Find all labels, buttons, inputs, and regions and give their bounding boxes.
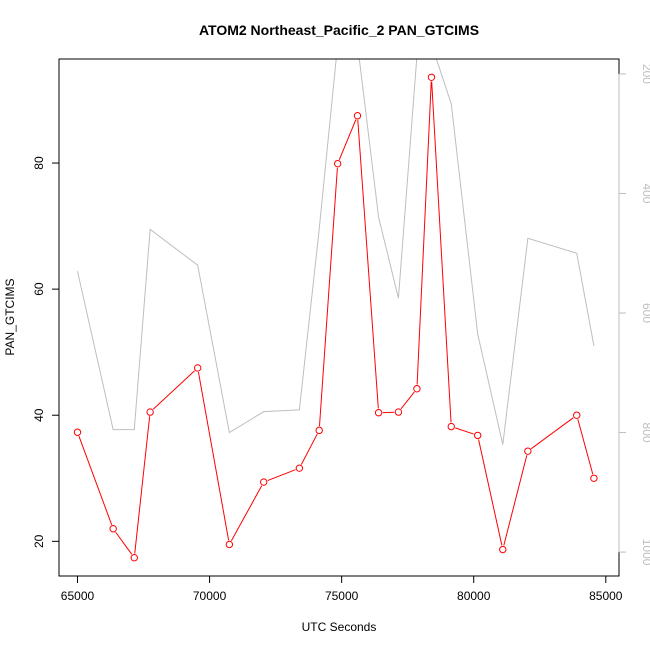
series-1-point xyxy=(295,464,304,472)
series-1-segment xyxy=(503,455,528,546)
series-1-point xyxy=(427,73,436,81)
series-1-point xyxy=(225,540,234,549)
series-1-segment xyxy=(357,119,379,409)
series-2 xyxy=(77,59,595,445)
x-tick-label: 70000 xyxy=(193,589,227,603)
series-1-segment xyxy=(78,436,113,525)
y-tick-label: 20 xyxy=(32,534,46,548)
y2-tick-label: 800 xyxy=(640,423,650,443)
series-1-segment xyxy=(197,371,230,541)
series-1-point xyxy=(353,112,362,120)
series-1-segment xyxy=(318,167,338,427)
series-1 xyxy=(73,73,598,562)
y-tick-label: 60 xyxy=(32,282,46,296)
series-1-segment xyxy=(152,370,195,410)
series-1-segment xyxy=(134,416,151,554)
series-1-point xyxy=(394,408,403,416)
y-axis-left: 20 40 60 80 xyxy=(32,156,60,548)
series-1-segment xyxy=(416,81,432,385)
y-tick-label: 40 xyxy=(32,408,46,422)
series-1-point xyxy=(130,554,138,562)
x-tick-label: 80000 xyxy=(457,589,491,603)
series-1-segment xyxy=(577,419,594,475)
series-1-point xyxy=(374,409,383,417)
x-tick-label: 85000 xyxy=(589,589,623,603)
x-axis: 65000 70000 75000 80000 85000 xyxy=(61,575,623,603)
series-1-segment xyxy=(230,485,263,542)
x-tick-label: 75000 xyxy=(325,589,359,603)
series-1-point xyxy=(447,422,455,431)
y2-tick-label: 400 xyxy=(640,183,650,203)
y2-tick-label: 200 xyxy=(640,64,650,84)
series-2-line xyxy=(77,59,595,445)
series-1-point xyxy=(473,431,482,440)
series-1-point xyxy=(73,428,82,436)
series-1-point xyxy=(146,408,154,416)
series-1-point xyxy=(260,478,268,486)
y-tick-label: 80 xyxy=(32,156,46,170)
y2-tick-label: 1000 xyxy=(640,539,650,566)
y-axis-label: PAN_GTCIMS xyxy=(3,278,17,355)
series-1-point xyxy=(315,426,323,435)
x-tick-label: 65000 xyxy=(61,589,95,603)
y-axis-right: 200 400 600 800 1000 xyxy=(618,64,650,566)
series-1-segment xyxy=(530,417,574,450)
x-axis-label: UTC Seconds xyxy=(302,620,377,634)
series-1-point xyxy=(499,545,507,554)
series-1-segment xyxy=(267,469,296,482)
series-1-point xyxy=(413,385,421,393)
y2-tick-label: 600 xyxy=(640,303,650,323)
series-1-segment xyxy=(300,433,318,465)
series-1-segment xyxy=(338,119,357,160)
series-1-point xyxy=(524,447,532,455)
series-1-segment xyxy=(400,391,415,410)
series-1-segment xyxy=(455,427,474,435)
series-1-point xyxy=(333,159,342,168)
series-1-segment xyxy=(478,439,503,546)
series-1-segment xyxy=(431,81,452,423)
series-1-point xyxy=(573,411,581,419)
series-1-point xyxy=(590,474,598,482)
series-1-segment xyxy=(115,531,133,555)
series-1-point xyxy=(193,364,202,372)
chart-title: ATOM2 Northeast_Pacific_2 PAN_GTCIMS xyxy=(199,22,479,38)
series-1-point xyxy=(109,525,117,533)
plot-area xyxy=(58,58,620,577)
